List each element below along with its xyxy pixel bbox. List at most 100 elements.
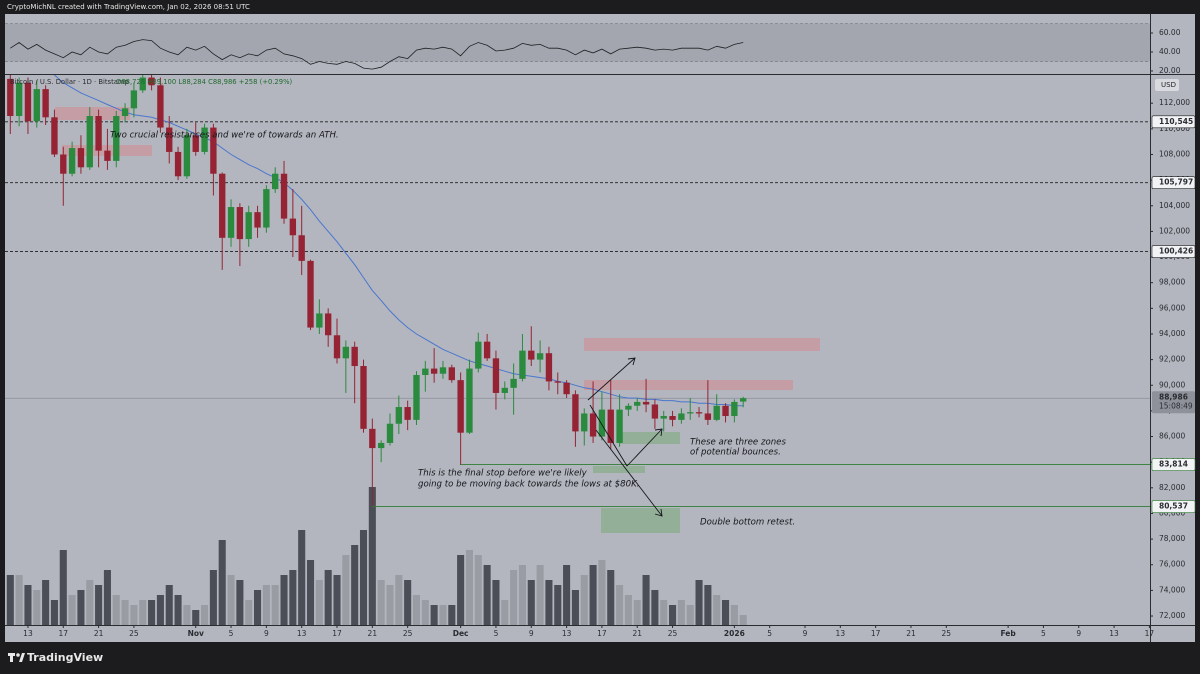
volume-bar xyxy=(598,560,606,625)
volume-bar xyxy=(130,605,138,625)
level-label-box xyxy=(1151,176,1196,190)
candle-body xyxy=(563,382,570,395)
logo-mark xyxy=(16,653,20,657)
volume-bar xyxy=(616,585,624,625)
level-label: 100,426 xyxy=(1159,247,1193,256)
volume-bar xyxy=(24,585,32,625)
candle-body xyxy=(483,341,491,359)
candle-body xyxy=(404,407,411,420)
x-tick-label: Feb xyxy=(1000,629,1016,638)
volume-bar xyxy=(492,580,500,625)
candle-body xyxy=(501,387,508,393)
candle-body xyxy=(448,367,455,381)
candle-body xyxy=(598,409,606,437)
candle-body xyxy=(713,405,720,420)
candle-body xyxy=(395,407,403,424)
x-tick-label: 2026 xyxy=(724,629,745,638)
y-tick-label: 80,000 xyxy=(1159,508,1185,517)
y-tick-label: 112,000 xyxy=(1159,98,1190,107)
volume-bar xyxy=(280,575,288,625)
candle-body xyxy=(351,346,358,367)
candle-body xyxy=(519,350,526,379)
arrow xyxy=(626,428,663,467)
price-pane xyxy=(5,75,1150,508)
candle-body xyxy=(695,412,703,414)
candle-body xyxy=(280,173,288,219)
candle-body xyxy=(369,428,376,449)
volume-bar xyxy=(377,580,385,625)
volume-bar xyxy=(112,595,120,625)
candle-body xyxy=(687,412,694,414)
candle-body xyxy=(589,413,597,437)
volume-bar xyxy=(77,590,85,625)
x-tick-label: 25 xyxy=(942,629,952,638)
chart-background xyxy=(5,14,1195,642)
volume-bar xyxy=(554,585,562,625)
logo-mark xyxy=(19,653,25,662)
volume-bar xyxy=(262,585,270,625)
candle-body xyxy=(554,381,561,383)
volume-bar xyxy=(6,575,14,625)
volume-bar xyxy=(298,530,306,625)
volume-bar xyxy=(677,600,685,625)
candle-body xyxy=(42,89,49,118)
x-tick-label: 17 xyxy=(1145,629,1155,638)
level-label-box xyxy=(1151,245,1196,258)
x-tick-label: 21 xyxy=(906,629,916,638)
candle-body xyxy=(130,90,138,109)
candle-body xyxy=(634,401,641,406)
candle-body xyxy=(377,442,385,449)
arrowhead xyxy=(654,508,663,517)
x-tick-label: 13 xyxy=(836,629,846,638)
volume-bar xyxy=(218,540,226,625)
resistance-zone xyxy=(55,107,130,120)
volume-bar xyxy=(430,605,438,625)
candle-body xyxy=(430,368,438,374)
volume-bar xyxy=(518,565,526,625)
candle-body xyxy=(166,127,173,152)
arrowhead xyxy=(627,357,636,366)
volume-bar xyxy=(86,580,94,625)
resistance-zone xyxy=(584,338,820,351)
candle-body xyxy=(201,127,208,152)
candle-body xyxy=(342,346,350,359)
volume-bar xyxy=(704,585,712,625)
candle-body xyxy=(581,413,588,432)
volume-bar xyxy=(209,570,217,625)
candle-body xyxy=(148,77,155,86)
y-tick-label: 72,000 xyxy=(1159,611,1185,620)
volume-bar xyxy=(68,595,76,625)
volume-bar xyxy=(192,610,200,625)
candle-body xyxy=(651,404,659,419)
candle-body xyxy=(254,212,261,228)
last-price-label: 88,986 xyxy=(1159,392,1188,401)
volume-bar xyxy=(174,595,182,625)
currency-box xyxy=(1155,79,1179,91)
volume-bar xyxy=(580,575,588,625)
last-price-box xyxy=(1152,391,1195,414)
volume-bar xyxy=(165,585,173,625)
volume-bar xyxy=(589,565,597,625)
candle-body xyxy=(7,78,14,117)
volume-bar xyxy=(395,575,403,625)
candle-body xyxy=(642,401,650,405)
volume-bar xyxy=(483,565,491,625)
volume-bar xyxy=(139,600,147,625)
volume-bar xyxy=(695,580,703,625)
candle-body xyxy=(245,212,252,240)
candle-body xyxy=(192,135,199,152)
arrowhead xyxy=(654,428,663,437)
arrows xyxy=(587,357,663,517)
symbol-legend: Bitcoin / U.S. Dollar · 1D · Bitstamp xyxy=(10,78,129,86)
x-tick-label: 9 xyxy=(803,629,808,638)
volume-bar xyxy=(359,530,368,625)
footer-bar xyxy=(0,642,1200,674)
x-tick-label: 5 xyxy=(494,629,499,638)
resistance-zone xyxy=(584,380,793,390)
candle-body xyxy=(413,375,420,420)
candle-body xyxy=(95,116,102,151)
y-tick-label: 86,000 xyxy=(1159,432,1185,441)
x-tick-label: 13 xyxy=(1109,629,1119,638)
annotation: Two crucial resistances and we're of tow… xyxy=(110,131,339,141)
volume-bar xyxy=(33,590,41,625)
